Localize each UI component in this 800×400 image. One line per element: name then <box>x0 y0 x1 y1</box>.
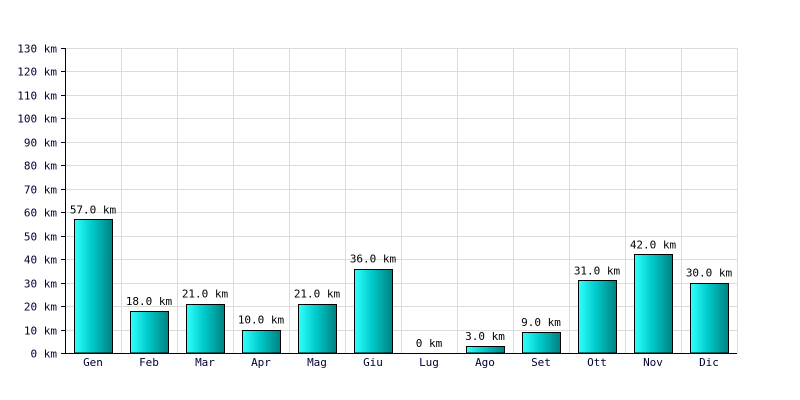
bar-gen <box>74 219 113 354</box>
data-label: 42.0 km <box>630 238 677 251</box>
y-tick-label: 60 km <box>24 207 57 220</box>
axes <box>61 48 737 354</box>
x-tick-label: Ott <box>587 356 607 369</box>
x-tick-label: Gen <box>83 356 103 369</box>
data-label: 3.0 km <box>465 330 505 343</box>
x-tick-label: Giu <box>363 356 383 369</box>
x-tick-label: Apr <box>251 356 271 369</box>
y-tick-label: 90 km <box>24 137 57 150</box>
grid <box>65 48 738 353</box>
y-tick-label: 30 km <box>24 278 57 291</box>
bar-dic <box>690 283 729 354</box>
y-tick-label: 40 km <box>24 254 57 267</box>
bar-apr <box>242 330 281 354</box>
x-tick-label: Mar <box>195 356 215 369</box>
data-label: 57.0 km <box>70 203 117 216</box>
y-tick-label: 70 km <box>24 184 57 197</box>
data-label: 36.0 km <box>350 253 397 266</box>
y-tick-label: 50 km <box>24 231 57 244</box>
data-label: 21.0 km <box>182 288 229 301</box>
y-tick-label: 20 km <box>24 301 57 314</box>
bar-nov <box>634 254 673 354</box>
y-tick-label: 10 km <box>24 325 57 338</box>
data-label: 10.0 km <box>238 314 285 327</box>
bar-ott <box>578 280 617 354</box>
y-tick-label: 80 km <box>24 160 57 173</box>
x-tick-label: Nov <box>643 356 663 369</box>
x-tick-label: Set <box>531 356 551 369</box>
bar-mag <box>298 304 337 354</box>
bar-mar <box>186 304 225 354</box>
data-label: 31.0 km <box>574 264 621 277</box>
y-tick-label: 120 km <box>17 66 57 79</box>
bar-set <box>522 332 561 354</box>
y-tick-label: 110 km <box>17 90 57 103</box>
data-label: 21.0 km <box>294 288 341 301</box>
data-label: 18.0 km <box>126 295 173 308</box>
bar-ago <box>466 346 505 354</box>
x-tick-label: Feb <box>139 356 159 369</box>
y-tick-label: 130 km <box>17 43 57 56</box>
x-tick-label: Dic <box>699 356 719 369</box>
x-tick-label: Ago <box>475 356 495 369</box>
labels: 0 km 10 km 20 km 30 km 40 km 50 km 60 km 70 km 8… <box>17 43 732 370</box>
bar-giu <box>354 269 393 354</box>
y-tick-label: 0 km <box>31 348 58 361</box>
data-label: 30.0 km <box>686 267 733 280</box>
bars <box>74 219 729 354</box>
x-tick-label: Mag <box>307 356 327 369</box>
y-tick-label: 100 km <box>17 113 57 126</box>
bar-feb <box>130 311 169 354</box>
data-label: 0 km <box>416 337 443 350</box>
data-label: 9.0 km <box>521 316 561 329</box>
x-tick-label: Lug <box>419 356 439 369</box>
